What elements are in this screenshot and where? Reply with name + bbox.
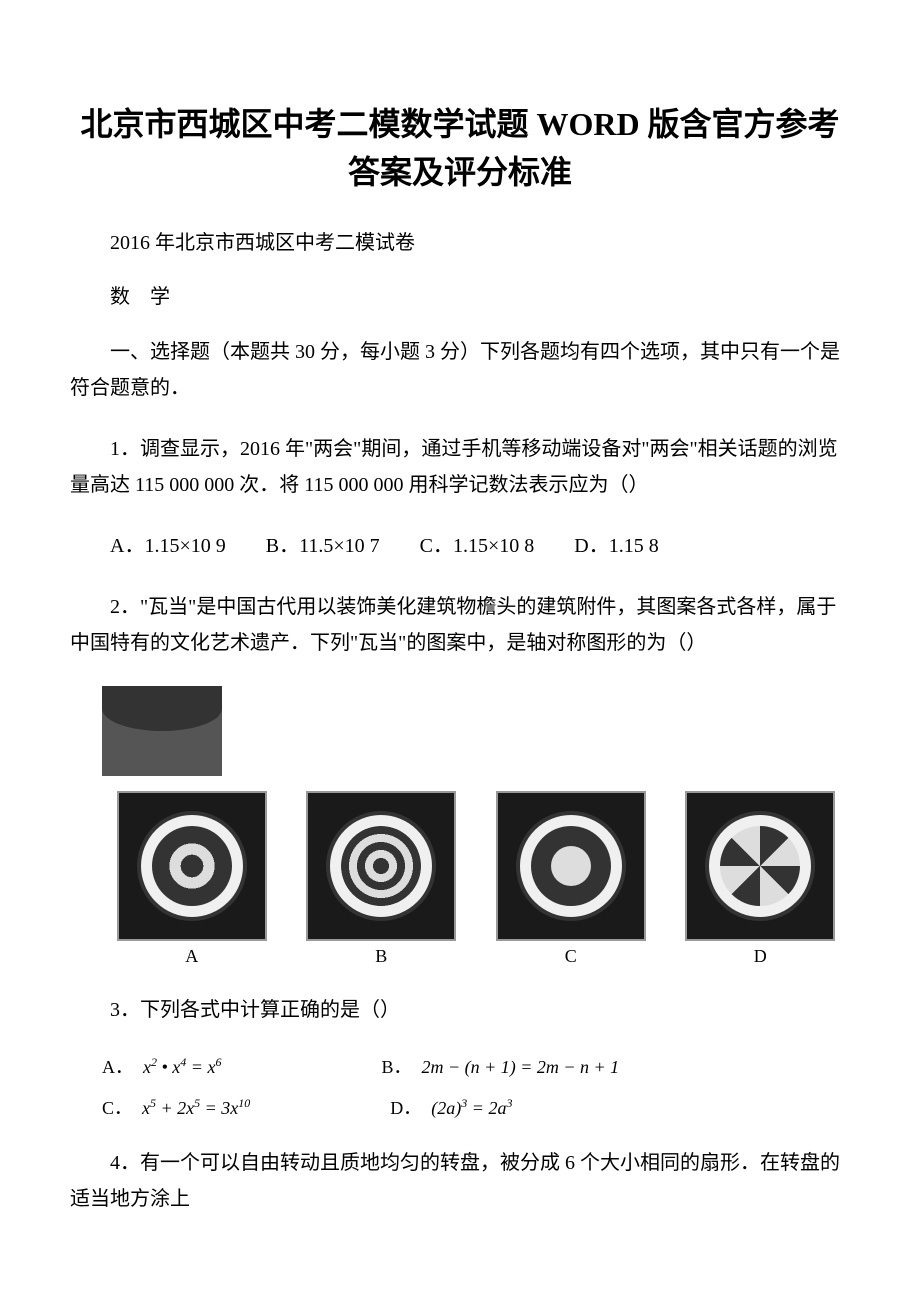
document-subject: 数 学	[70, 280, 850, 309]
wadang-item-d: D	[671, 791, 851, 967]
q1-option-d: D．1.15 8	[574, 528, 658, 564]
q3-option-b: B．2m − (n + 1) = 2m − n + 1	[381, 1053, 619, 1079]
question-2-text: 2．"瓦当"是中国古代用以装饰美化建筑物檐头的建筑附件，其图案各式各样，属于中国…	[70, 589, 850, 661]
q1-option-c: C．1.15×10 8	[420, 528, 535, 564]
wadang-item-a: A	[102, 791, 282, 967]
wadang-item-c: C	[481, 791, 661, 967]
question-1-text: 1．调查显示，2016 年"两会"期间，通过手机等移动端设备对"两会"相关话题的…	[70, 431, 850, 503]
q3-option-c: C．x5 + 2x5 = 3x10	[102, 1094, 250, 1120]
wadang-image-d	[685, 791, 835, 941]
wadang-label-b: B	[375, 946, 387, 967]
document-subtitle: 2016 年北京市西城区中考二模试卷	[70, 226, 850, 255]
document-title: 北京市西城区中考二模数学试题 WORD 版含官方参考答案及评分标准	[70, 100, 850, 196]
wadang-options-row: A B C D	[102, 791, 850, 967]
wadang-label-c: C	[565, 946, 577, 967]
question-3-text: 3．下列各式中计算正确的是（）	[70, 992, 850, 1028]
wadang-label-a: A	[185, 946, 198, 967]
q3-option-a: A．x2 • x4 = x6	[102, 1053, 221, 1079]
question-4-text: 4．有一个可以自由转动且质地均匀的转盘，被分成 6 个大小相同的扇形．在转盘的适…	[70, 1145, 850, 1217]
section-header: 一、选择题（本题共 30 分，每小题 3 分）下列各题均有四个选项，其中只有一个…	[70, 334, 850, 406]
q1-option-a: A．1.15×10 9	[110, 528, 226, 564]
q1-option-b: B．11.5×10 7	[266, 528, 380, 564]
watile-header-image	[102, 686, 222, 776]
wadang-item-b: B	[292, 791, 472, 967]
wadang-image-b	[306, 791, 456, 941]
question-3-options: A．x2 • x4 = x6 B．2m − (n + 1) = 2m − n +…	[102, 1053, 850, 1120]
wadang-image-a	[117, 791, 267, 941]
wadang-image-c	[496, 791, 646, 941]
q3-option-d: D．(2a)3 = 2a3	[390, 1094, 512, 1120]
wadang-label-d: D	[754, 946, 767, 967]
question-1-options: A．1.15×10 9 B．11.5×10 7 C．1.15×10 8 D．1.…	[70, 528, 850, 564]
